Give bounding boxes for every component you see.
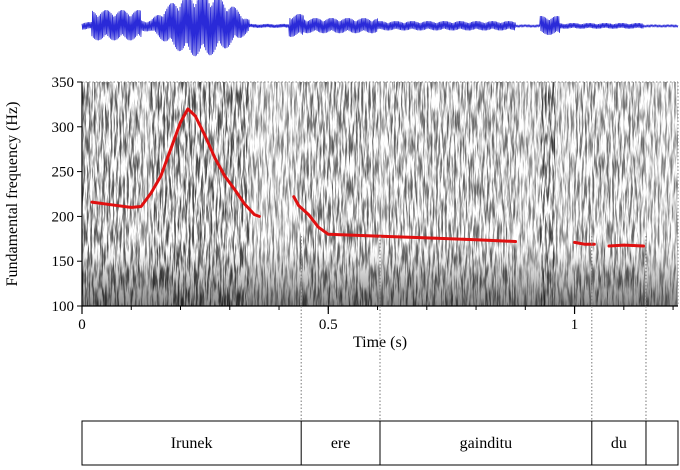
interval-label: gainditu [460, 435, 512, 452]
waveform [81, 0, 679, 57]
f0-contour-segment [573, 240, 596, 246]
interval-label: ere [331, 435, 351, 452]
y-tick-label: 100 [52, 299, 75, 315]
y-tick-label: 150 [52, 254, 75, 270]
interval-label: Irunek [171, 435, 213, 452]
f0-contour-segment [607, 243, 645, 248]
y-tick-label: 200 [52, 209, 75, 225]
y-tick-label: 300 [52, 120, 75, 136]
y-tick-label: 350 [52, 75, 75, 91]
f0-contour-segment [90, 107, 261, 218]
y-axis-title: Fundamental frequency (Hz) [4, 102, 21, 287]
y-tick-label: 250 [52, 165, 75, 181]
f0-contour-segment [292, 195, 517, 243]
x-tick-label: 1 [571, 317, 579, 333]
interval-label: du [611, 435, 627, 452]
waveform-trace [81, 0, 679, 57]
x-tick-label: 0.5 [319, 317, 338, 333]
x-tick-label: 0 [78, 317, 86, 333]
